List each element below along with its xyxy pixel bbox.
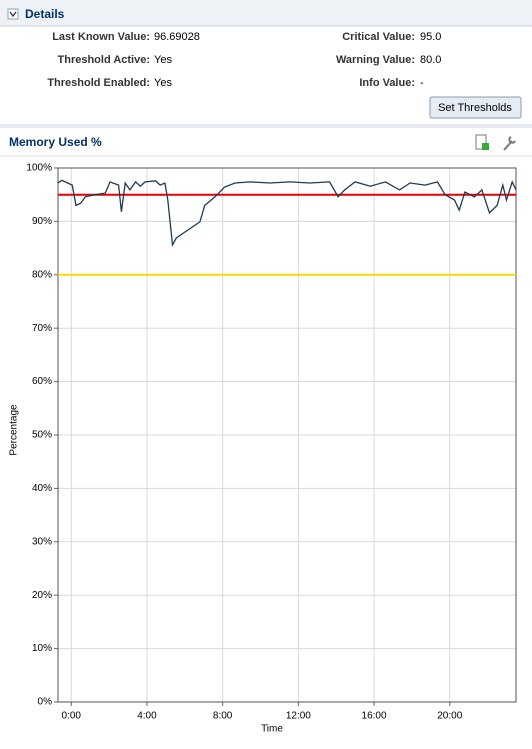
x-tick-label: 4:00 [137, 711, 157, 722]
field-label: Threshold Enabled: [47, 77, 150, 89]
collapse-toggle[interactable] [7, 8, 19, 20]
field-value: - [420, 77, 424, 89]
button-label: Set Thresholds [438, 102, 512, 114]
field-value: 80.0 [420, 54, 441, 66]
y-tick-label: 60% [32, 376, 52, 387]
settings-icon[interactable] [503, 136, 516, 151]
y-tick-label: 50% [32, 430, 52, 441]
field-label: Info Value: [359, 77, 415, 89]
y-tick-label: 70% [32, 323, 52, 334]
field-value: 95.0 [420, 31, 441, 43]
field-label: Warning Value: [336, 54, 415, 66]
x-tick-label: 20:00 [437, 711, 462, 722]
y-tick-label: 90% [32, 216, 52, 227]
separator [0, 124, 532, 128]
chart-title: Memory Used % [9, 135, 102, 149]
field-label: Threshold Active: [58, 54, 151, 66]
field-value: Yes [154, 54, 172, 66]
details-header-bar [0, 0, 532, 26]
y-tick-label: 40% [32, 483, 52, 494]
y-tick-label: 20% [32, 590, 52, 601]
export-icon-badge [482, 143, 489, 150]
y-tick-label: 10% [32, 643, 52, 654]
field-label: Last Known Value: [52, 31, 150, 43]
export-icon[interactable] [475, 134, 487, 150]
chevron-icon [9, 11, 17, 18]
field-value: 96.69028 [154, 31, 200, 43]
x-tick-label: 8:00 [213, 711, 233, 722]
y-tick-label: 100% [26, 163, 52, 174]
section-title: Details [25, 7, 65, 21]
x-tick-label: 0:00 [62, 711, 82, 722]
data-line [57, 179, 517, 248]
plot-frame [57, 167, 517, 703]
x-tick-label: 16:00 [362, 711, 387, 722]
field-value: Yes [154, 77, 172, 89]
y-tick-label: 30% [32, 536, 52, 547]
y-tick-label: 80% [32, 269, 52, 280]
x-tick-label: 12:00 [286, 711, 311, 722]
x-axis-label: Time [261, 724, 283, 735]
y-tick-label: 0% [38, 697, 53, 708]
field-label: Critical Value: [342, 31, 415, 43]
set-thresholds-button[interactable] [429, 96, 522, 119]
y-axis-label: Percentage [9, 404, 20, 456]
